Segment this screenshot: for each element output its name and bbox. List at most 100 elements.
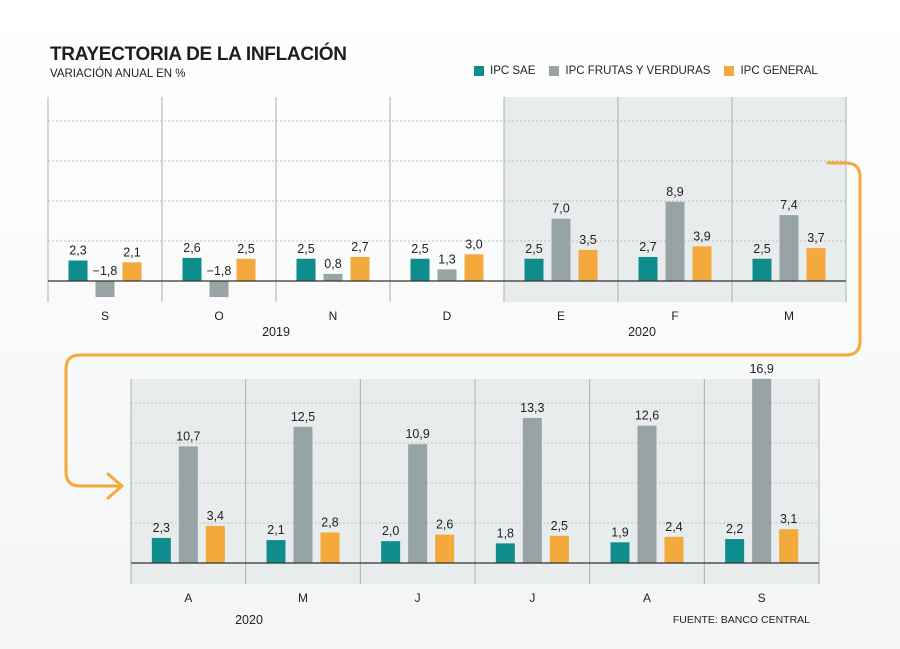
year-label: 2020: [235, 613, 263, 627]
category-label: N: [329, 309, 338, 323]
bar-sae: [495, 543, 515, 563]
bar-sae: [610, 542, 630, 563]
bar-frutas: [437, 269, 457, 281]
legend-swatch-sae: [474, 66, 484, 76]
data-label: 13,3: [520, 401, 544, 415]
bar-frutas: [779, 215, 799, 281]
legend-label-general: IPC GENERAL: [740, 65, 818, 77]
data-label: 8,9: [666, 185, 683, 199]
data-label: 3,7: [807, 231, 824, 245]
year-label: 2019: [262, 325, 290, 339]
bar-general: [122, 262, 142, 281]
legend-item-general: IPC GENERAL: [724, 65, 818, 77]
category-label: S: [758, 591, 766, 605]
data-label: 3,0: [465, 237, 482, 251]
bar-sae: [296, 258, 316, 281]
data-label: 2,5: [237, 242, 254, 256]
category-label: A: [184, 591, 192, 605]
category-label: M: [298, 591, 308, 605]
bar-frutas: [551, 218, 571, 281]
data-label: 12,6: [635, 409, 659, 423]
source-note: FUENTE: BANCO CENTRAL: [672, 614, 810, 626]
data-label: 2,4: [665, 520, 682, 534]
data-label: 3,4: [207, 509, 224, 523]
legend-item-frutas: IPC FRUTAS Y VERDURAS: [549, 65, 710, 77]
data-label: 12,5: [291, 410, 315, 424]
data-label: 2,5: [297, 242, 314, 256]
legend-swatch-general: [724, 66, 735, 76]
category-label: S: [101, 309, 109, 323]
data-label: −1,8: [207, 264, 232, 278]
bar-general: [435, 534, 455, 563]
data-label: 1,3: [438, 252, 455, 266]
bar-sae: [524, 258, 544, 281]
bar-general: [350, 256, 370, 281]
bar-sae: [182, 257, 202, 281]
bar-sae: [68, 260, 88, 281]
category-label: F: [671, 309, 678, 323]
year-label: 2020: [628, 325, 656, 339]
bar-sae: [266, 540, 286, 563]
category-label: D: [443, 309, 452, 323]
category-label: O: [214, 309, 223, 323]
data-label: 2,7: [351, 240, 368, 254]
data-label: 2,6: [183, 241, 200, 255]
legend-swatch-frutas: [549, 66, 560, 76]
data-label: 2,3: [69, 244, 86, 258]
bar-frutas: [95, 281, 115, 298]
data-label: 7,0: [552, 202, 569, 216]
bar-frutas: [323, 273, 343, 281]
category-label: E: [557, 309, 565, 323]
data-label: 1,9: [611, 525, 628, 539]
data-label: 10,7: [176, 429, 200, 443]
bar-general: [320, 532, 340, 563]
data-label: 2,8: [321, 515, 338, 529]
category-label: A: [643, 591, 651, 605]
connector-arrow: [64, 161, 862, 488]
bar-sae: [410, 258, 430, 281]
data-label: 2,1: [267, 523, 284, 537]
bar-general: [464, 254, 484, 281]
legend-item-sae: IPC SAE: [474, 65, 535, 77]
data-label: 2,3: [153, 521, 170, 535]
chart-title: TRAYECTORIA DE LA INFLACIÓN: [50, 44, 347, 65]
bar-frutas: [752, 378, 772, 563]
bar-general: [692, 246, 712, 281]
bar-frutas: [637, 425, 657, 563]
chart-panel-2: 2,3 10,7 3,4 A 2,1 12,5 2,8 M 2,0 10,9 2,6 J 1,8 13,3…: [130, 362, 820, 627]
data-label: 2,2: [726, 522, 743, 536]
data-label: −1,8: [93, 264, 118, 278]
bar-general: [806, 248, 826, 281]
data-label: 1,8: [497, 526, 514, 540]
arrow-head-icon: [106, 472, 124, 500]
bar-general: [578, 249, 598, 281]
legend: IPC SAE IPC FRUTAS Y VERDURAS IPC GENERA…: [474, 65, 818, 77]
data-label: 2,5: [525, 242, 542, 256]
bar-sae: [725, 539, 745, 563]
legend-label-frutas: IPC FRUTAS Y VERDURAS: [565, 65, 711, 77]
data-label: 2,7: [639, 240, 656, 254]
legend-label-sae: IPC SAE: [490, 65, 536, 77]
bar-frutas: [522, 418, 542, 563]
data-label: 7,4: [780, 198, 797, 212]
bar-sae: [151, 537, 171, 563]
data-label: 2,5: [551, 519, 568, 533]
bar-general: [664, 536, 684, 563]
bar-frutas: [665, 201, 685, 281]
bar-general: [236, 258, 256, 281]
chart-panel-1: 2,3 −1,8 2,1 S 2,6 −1,8 2,5 O 2,5 0,8 2,7 N 2,5 1,3 3,…: [47, 97, 847, 339]
bar-sae: [752, 258, 772, 281]
bar-frutas: [293, 426, 313, 563]
bar-frutas: [178, 446, 198, 563]
data-label: 2,1: [123, 245, 140, 259]
data-label: 2,5: [411, 242, 428, 256]
bar-general: [779, 529, 799, 563]
bar-sae: [638, 256, 658, 281]
data-label: 2,0: [382, 524, 399, 538]
data-label: 3,9: [693, 229, 710, 243]
bar-sae: [381, 541, 401, 563]
category-label: M: [784, 309, 794, 323]
data-label: 2,5: [753, 242, 770, 256]
data-label: 2,6: [436, 518, 453, 532]
